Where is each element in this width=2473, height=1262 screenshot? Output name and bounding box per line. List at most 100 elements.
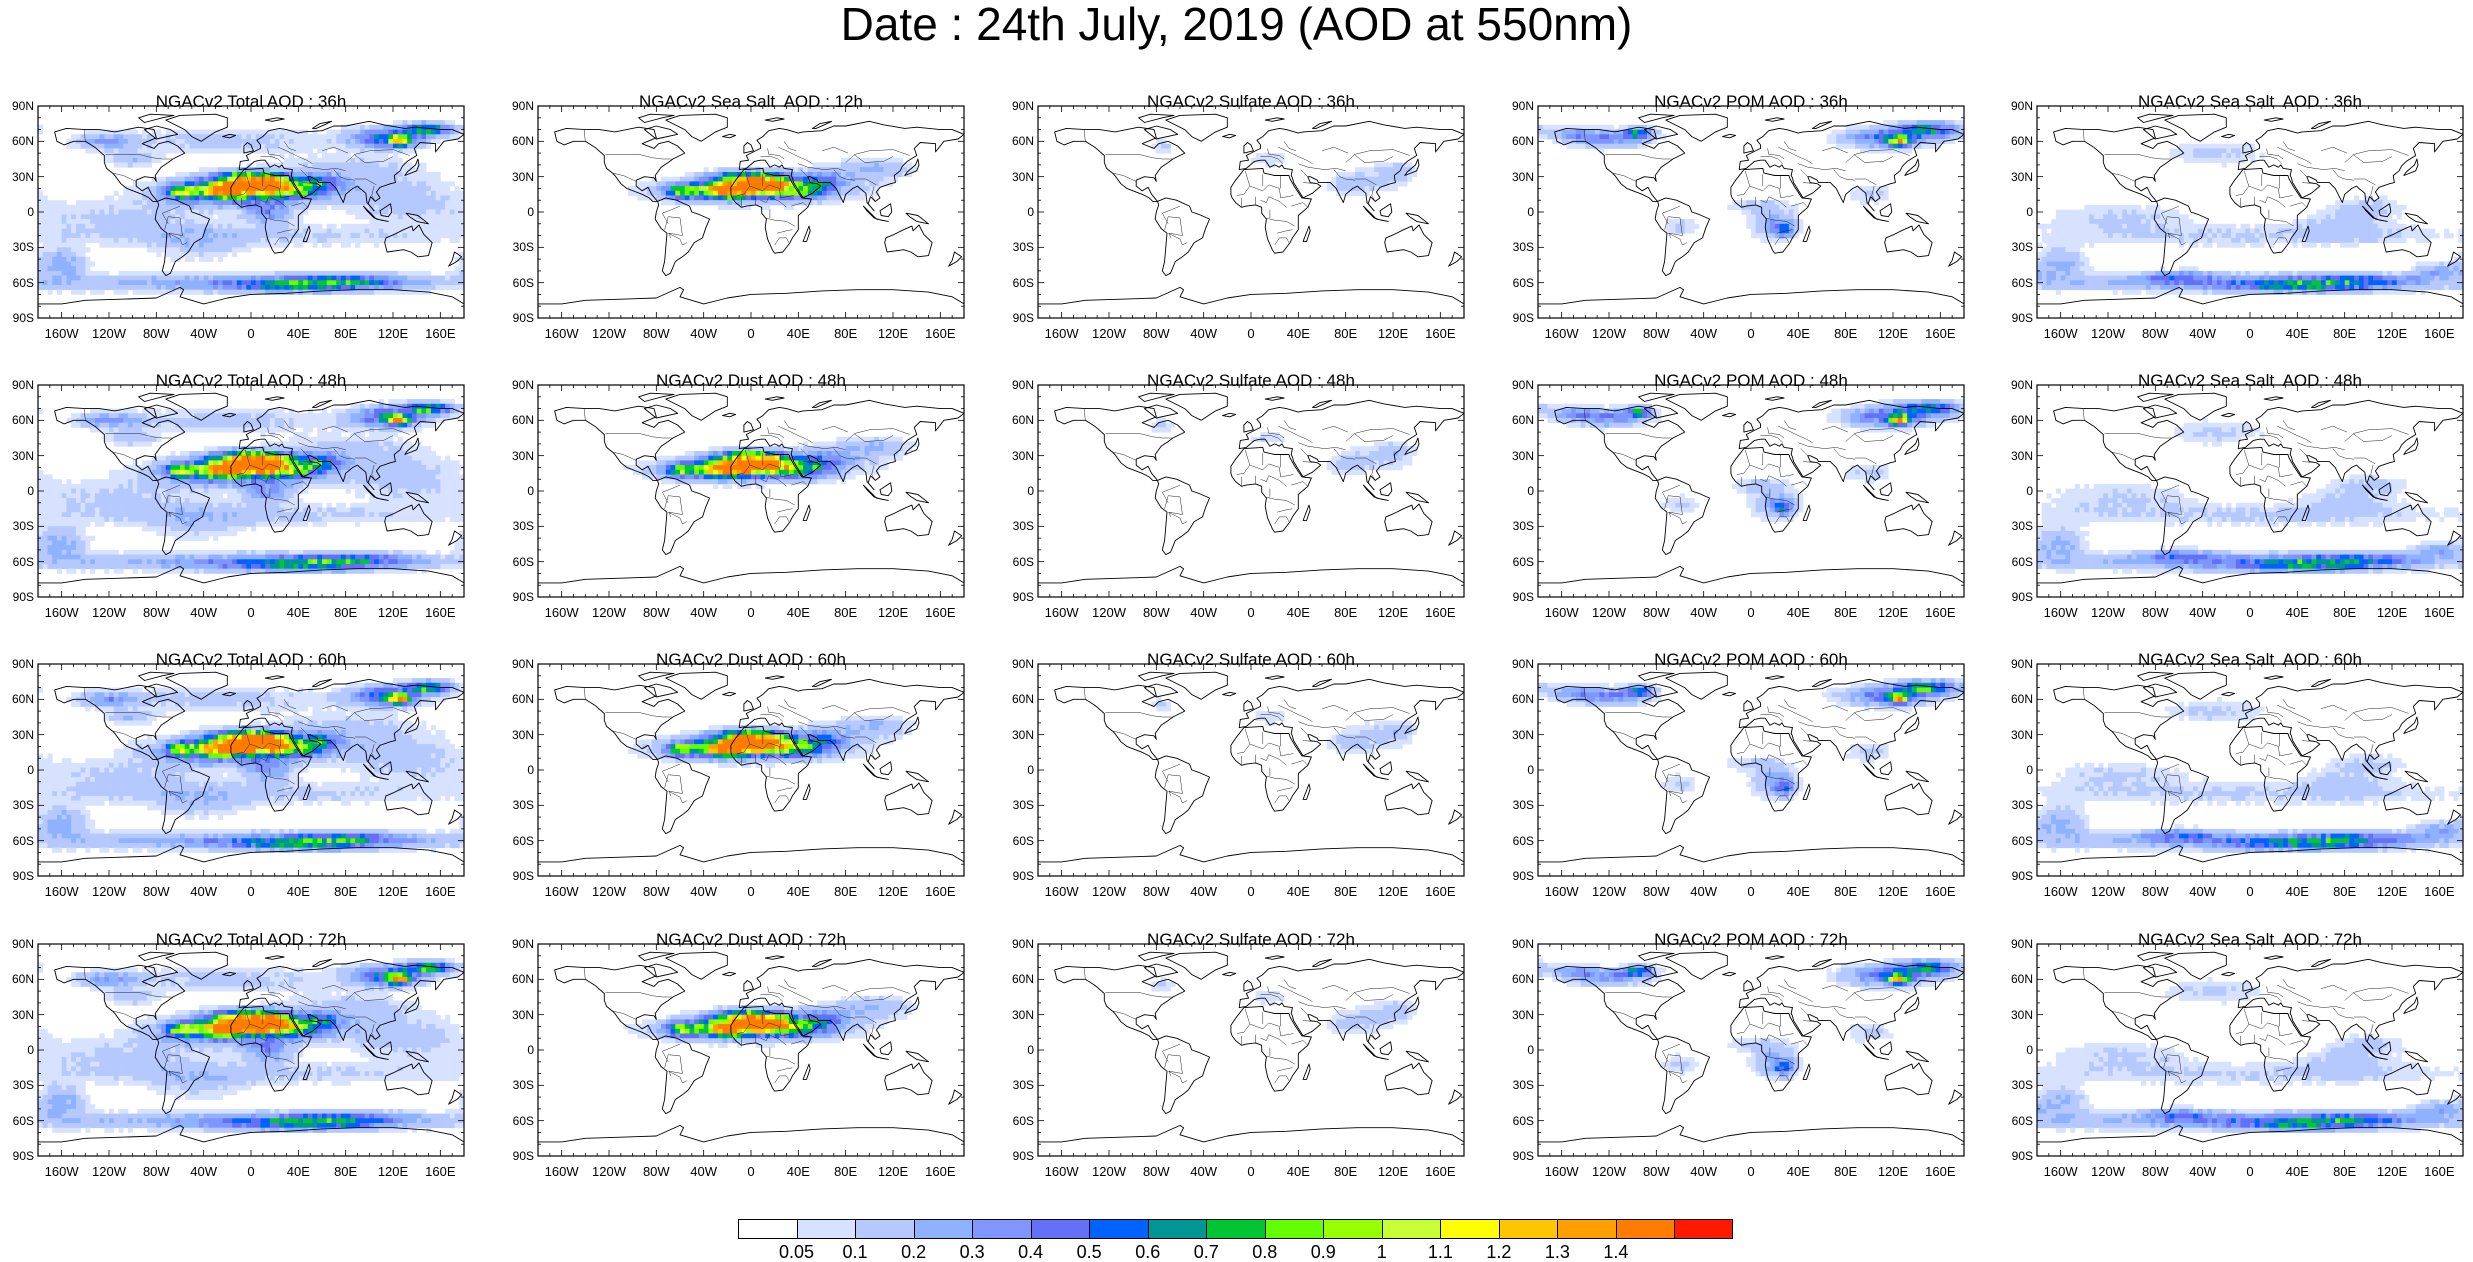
lat-tick-label: 30N xyxy=(508,171,534,183)
country-border xyxy=(2333,170,2354,181)
coastline-indonesia xyxy=(1363,485,1388,500)
coastline-baffin xyxy=(645,964,678,977)
lon-tick-label: 40E xyxy=(1776,606,1820,619)
lat-tick-label: 60N xyxy=(8,693,34,705)
coastline-newGuinea xyxy=(2405,1051,2428,1062)
country-border xyxy=(2321,426,2347,432)
country-border xyxy=(822,985,848,991)
coastline-borneo xyxy=(880,204,892,217)
coastline-svalbard xyxy=(1265,676,1284,680)
lat-tick-label: 90S xyxy=(1008,591,1034,603)
country-border xyxy=(784,699,796,709)
lat-tick-label: 90N xyxy=(1008,658,1034,670)
country-border xyxy=(1250,185,1294,198)
lat-tick-label: 90N xyxy=(1508,658,1534,670)
map-frame xyxy=(538,664,964,876)
country-border xyxy=(778,705,812,722)
lat-tick-label: 30S xyxy=(2007,1079,2033,1091)
coastline-newGuinea xyxy=(1906,771,1929,782)
country-border xyxy=(606,992,672,997)
country-border xyxy=(1768,706,1785,717)
coastline-newGuinea xyxy=(1906,1051,1929,1062)
world-map xyxy=(1538,944,1964,1156)
country-border xyxy=(1284,979,1296,989)
axis-ticks xyxy=(538,385,964,597)
lon-tick-label: 80E xyxy=(824,1165,868,1178)
country-border xyxy=(2290,482,2307,487)
coastline-svalbard xyxy=(265,956,284,960)
lon-tick-label: 0 xyxy=(229,1165,273,1178)
country-border xyxy=(1250,743,1294,756)
lon-tick-label: 120W xyxy=(2086,327,2130,340)
lat-tick-label: 90N xyxy=(8,938,34,950)
lon-tick-label: 40W xyxy=(2181,1165,2225,1178)
lat-tick-label: 90S xyxy=(1008,1150,1034,1162)
lat-tick-label: 30N xyxy=(1008,171,1034,183)
coastline-iceland xyxy=(2222,134,2235,138)
country-border xyxy=(2283,141,2295,151)
lat-tick-label: 30N xyxy=(8,450,34,462)
country-border xyxy=(1854,433,1893,441)
country-border xyxy=(2297,722,2344,729)
country-border xyxy=(1801,728,1808,735)
colorbar-swatch xyxy=(797,1219,856,1239)
country-border xyxy=(1737,729,1750,754)
lon-tick-label: 120E xyxy=(1371,1165,1415,1178)
lat-tick-label: 60S xyxy=(1508,277,1534,289)
country-border xyxy=(777,1068,792,1072)
coastline-greenland xyxy=(1166,952,1228,979)
lon-tick-label: 40W xyxy=(1182,606,1226,619)
coastline-borneo xyxy=(1380,204,1392,217)
country-border xyxy=(1798,722,1845,729)
lon-tick-label: 40W xyxy=(2181,327,2225,340)
lat-tick-label: 60N xyxy=(1008,973,1034,985)
lat-tick-label: 30S xyxy=(2007,241,2033,253)
coastline-southAmerica xyxy=(1155,1036,1209,1114)
lon-tick-label: 160E xyxy=(418,606,462,619)
coastline-iceland xyxy=(1223,692,1236,696)
coastline-southAmerica xyxy=(655,198,709,276)
country-border xyxy=(2236,729,2249,754)
aod-field xyxy=(623,437,917,489)
lat-tick-label: 30N xyxy=(2007,729,2033,741)
lat-tick-label: 90S xyxy=(1508,591,1534,603)
lon-tick-label: 160W xyxy=(540,327,584,340)
coastline-svalbard xyxy=(265,676,284,680)
coastline-uk xyxy=(1744,701,1754,712)
colorbar-label: 0.6 xyxy=(1123,1243,1173,1261)
lat-tick-label: 90S xyxy=(1508,870,1534,882)
country-border xyxy=(584,130,585,142)
lat-tick-label: 90N xyxy=(8,100,34,112)
country-border xyxy=(1277,230,1292,234)
lat-tick-label: 0 xyxy=(2007,485,2033,497)
lon-tick-label: 0 xyxy=(729,1165,773,1178)
country-border xyxy=(778,426,812,443)
coastline-baffin xyxy=(645,126,678,139)
coastline-novaya xyxy=(813,121,832,128)
coastline-indonesia xyxy=(1363,1044,1388,1059)
lat-tick-label: 30N xyxy=(1508,450,1534,462)
lat-tick-label: 60S xyxy=(1008,277,1034,289)
country-border xyxy=(662,1044,680,1062)
lat-tick-label: 90S xyxy=(8,591,34,603)
lat-tick-label: 30S xyxy=(508,520,534,532)
coastline-svalbard xyxy=(765,956,784,960)
country-border xyxy=(1250,1023,1294,1036)
coastline-baffin xyxy=(1145,405,1178,418)
country-border xyxy=(1250,464,1294,477)
lat-tick-label: 90N xyxy=(508,100,534,112)
coastline-uk xyxy=(1744,422,1754,433)
lat-tick-label: 60S xyxy=(508,277,534,289)
lon-tick-label: 120E xyxy=(871,1165,915,1178)
lon-tick-label: 40W xyxy=(1182,885,1226,898)
country-border xyxy=(1784,420,1796,430)
country-border xyxy=(777,509,792,513)
world-map xyxy=(38,664,464,876)
lon-tick-label: 40E xyxy=(1276,606,1320,619)
country-border xyxy=(584,968,585,980)
coastline-novaya xyxy=(1813,400,1832,407)
country-border xyxy=(2297,1002,2344,1009)
coastline-newZealand xyxy=(1449,810,1462,824)
